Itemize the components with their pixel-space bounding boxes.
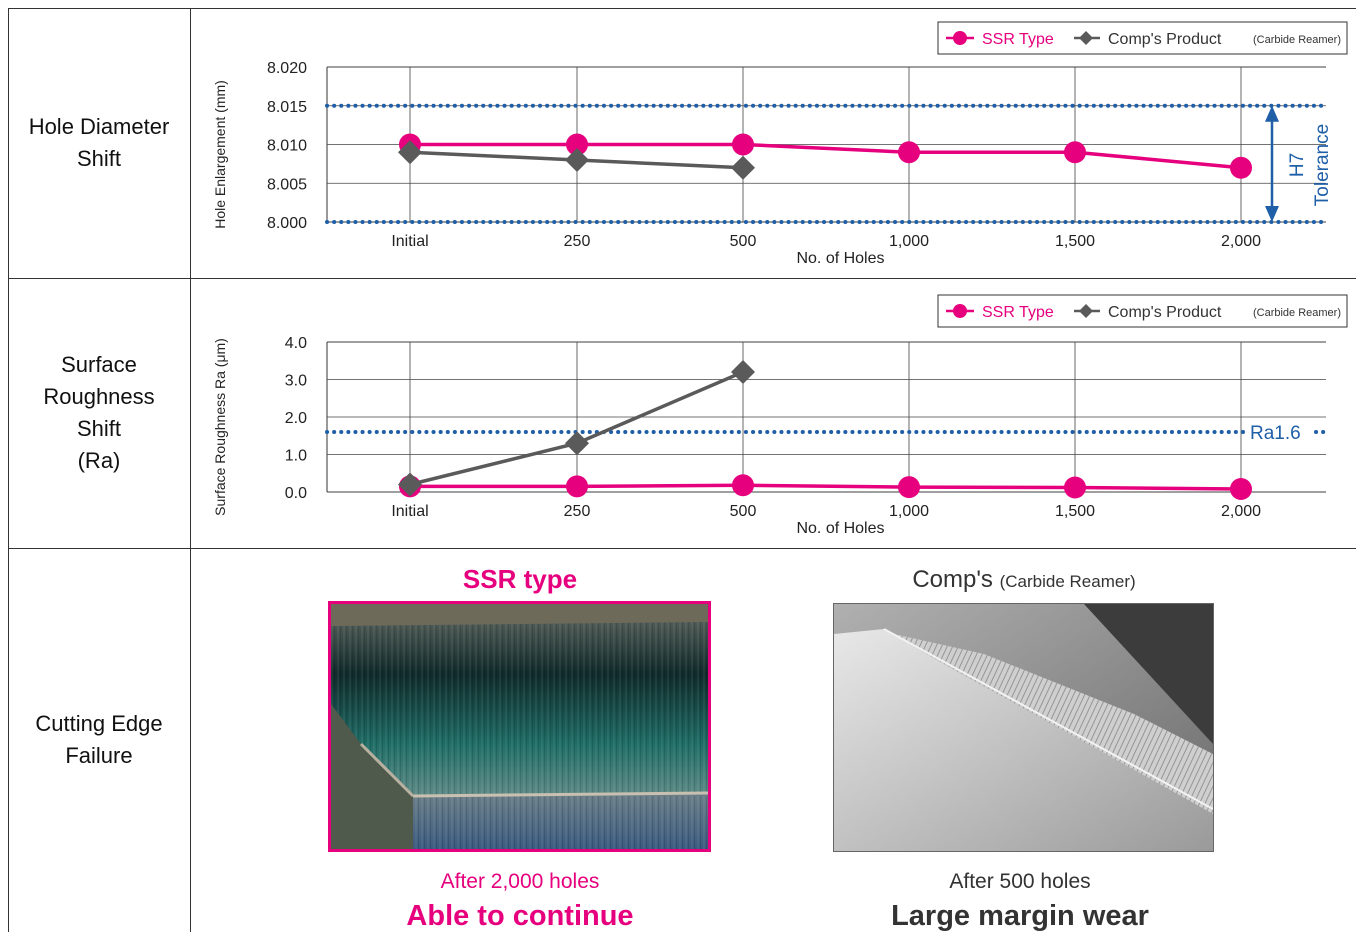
x-axis-title: No. of Holes xyxy=(796,520,884,537)
y-axis-title: Hole Enlargement (mm) xyxy=(212,80,228,229)
tolerance-arrow-up-icon xyxy=(1265,105,1279,122)
ssr-data-point xyxy=(732,474,754,497)
y-tick-label: 8.020 xyxy=(267,60,307,77)
x-tick-label: Initial xyxy=(391,233,428,250)
ssr-series-line xyxy=(410,483,1242,491)
legend-comp-note: (Carbide Reamer) xyxy=(1253,34,1341,46)
legend-box xyxy=(937,294,1348,328)
ssr-series-line xyxy=(410,142,1242,170)
comp-data-point xyxy=(565,431,589,456)
legend-box xyxy=(937,21,1348,55)
hole-diameter-chart: 8.020 8.015 8.010 8.005 8.000 Initial 250 500 1,… xyxy=(212,21,1348,267)
tolerance-annotation-line-1: H7 xyxy=(1287,153,1308,177)
legend-ssr-label: SSR Type xyxy=(982,304,1054,321)
y-tick-label: 2.0 xyxy=(285,410,307,427)
row-divider-1 xyxy=(8,278,1356,279)
x-tick-label: 500 xyxy=(730,503,757,520)
y-tick-label: 3.0 xyxy=(285,373,307,390)
row-label-line: Surface xyxy=(61,352,137,377)
row-label-line: Hole Diameter xyxy=(28,114,170,139)
comp-data-point xyxy=(398,472,422,497)
x-tick-label: 1,500 xyxy=(1055,233,1095,250)
y-tick-label: 8.010 xyxy=(267,138,307,155)
legend-comp-marker xyxy=(1079,304,1093,318)
comp-photo-title-text: Comp's xyxy=(912,566,993,593)
legend-comp-label: Comp's Product xyxy=(1108,304,1222,321)
ssr-data-point xyxy=(1230,478,1252,500)
x-tick-label: Initial xyxy=(391,503,428,520)
comp-data-point xyxy=(565,148,589,172)
ssr-data-point xyxy=(1064,141,1086,164)
x-tick-label: 1,000 xyxy=(889,503,929,520)
table-frame xyxy=(8,8,1356,932)
ssr-data-point xyxy=(1230,156,1252,179)
tolerance-arrow-down-icon xyxy=(1265,206,1279,222)
comp-photo-title: Comp's (Carbide Reamer) xyxy=(834,566,1214,594)
comp-data-point xyxy=(731,155,755,180)
comp-cutting-edge-photo xyxy=(833,603,1214,852)
legend-comp-note: (Carbide Reamer) xyxy=(1253,307,1341,319)
ssr-photo-title: SSR type xyxy=(462,564,578,594)
x-tick-label: 2,000 xyxy=(1221,503,1261,520)
y-tick-label: 1.0 xyxy=(285,448,307,465)
x-axis-title: No. of Holes xyxy=(796,250,884,267)
y-tick-label: 0.0 xyxy=(285,485,307,502)
legend-ssr-marker xyxy=(953,304,967,318)
row-label-line: Failure xyxy=(65,743,133,768)
y-tick-label: 4.0 xyxy=(285,335,307,352)
tolerance-annotation-line-2: Tolerance xyxy=(1312,124,1333,206)
legend-ssr-marker xyxy=(953,31,967,45)
comp-data-point xyxy=(731,360,755,384)
x-tick-label: 1,000 xyxy=(889,233,929,250)
row-label-line: Shift xyxy=(76,146,121,171)
x-tick-label: 1,500 xyxy=(1055,503,1095,520)
ssr-data-point xyxy=(566,475,588,498)
row-label-surface-roughness: Surface Roughness Shift (Ra) xyxy=(8,278,190,548)
x-tick-label: 500 xyxy=(730,233,757,250)
row-label-line: Roughness xyxy=(43,384,155,409)
row-label-hole-diameter: Hole Diameter Shift xyxy=(8,8,190,278)
x-tick-label: 2,000 xyxy=(1221,233,1261,250)
ssr-cutting-edge-photo xyxy=(328,601,711,852)
comp-data-point xyxy=(398,140,422,165)
row-label-line: Cutting Edge xyxy=(35,711,163,736)
ssr-caption: After 2,000 holes xyxy=(440,870,600,893)
ssr-result: Able to continue xyxy=(406,900,634,932)
y-tick-label: 8.000 xyxy=(267,215,307,232)
legend-comp-label: Comp's Product xyxy=(1108,31,1222,48)
row-label-line: Shift xyxy=(76,416,122,441)
ssr-data-point xyxy=(1064,476,1086,499)
column-divider xyxy=(190,8,191,932)
x-tick-label: 250 xyxy=(564,503,591,520)
ssr-data-point xyxy=(566,133,588,156)
ssr-data-point xyxy=(898,141,920,164)
comp-caption: After 500 holes xyxy=(949,870,1091,893)
y-tick-label: 8.015 xyxy=(267,99,307,116)
comp-photo-title-note: (Carbide Reamer) xyxy=(999,572,1136,591)
row-label-line: (Ra) xyxy=(77,448,121,473)
row-divider-2 xyxy=(8,548,1356,549)
ssr-data-point xyxy=(898,476,920,499)
legend-ssr-label: SSR Type xyxy=(982,31,1054,48)
comp-series-line xyxy=(409,370,744,487)
surface-roughness-chart: 4.0 3.0 2.0 1.0 0.0 Initial 250 500 1,000 1,500 2,… xyxy=(212,294,1348,537)
y-tick-label: 8.005 xyxy=(267,176,307,193)
x-tick-label: 250 xyxy=(564,233,591,250)
row-label-cutting-edge: Cutting Edge Failure xyxy=(8,548,190,932)
y-axis-title: Surface Roughness Ra (μm) xyxy=(212,338,228,516)
legend-comp-marker xyxy=(1079,31,1093,45)
ra-annotation: Ra1.6 xyxy=(1250,423,1301,444)
ssr-data-point xyxy=(732,133,754,156)
comp-result: Large margin wear xyxy=(891,900,1149,932)
